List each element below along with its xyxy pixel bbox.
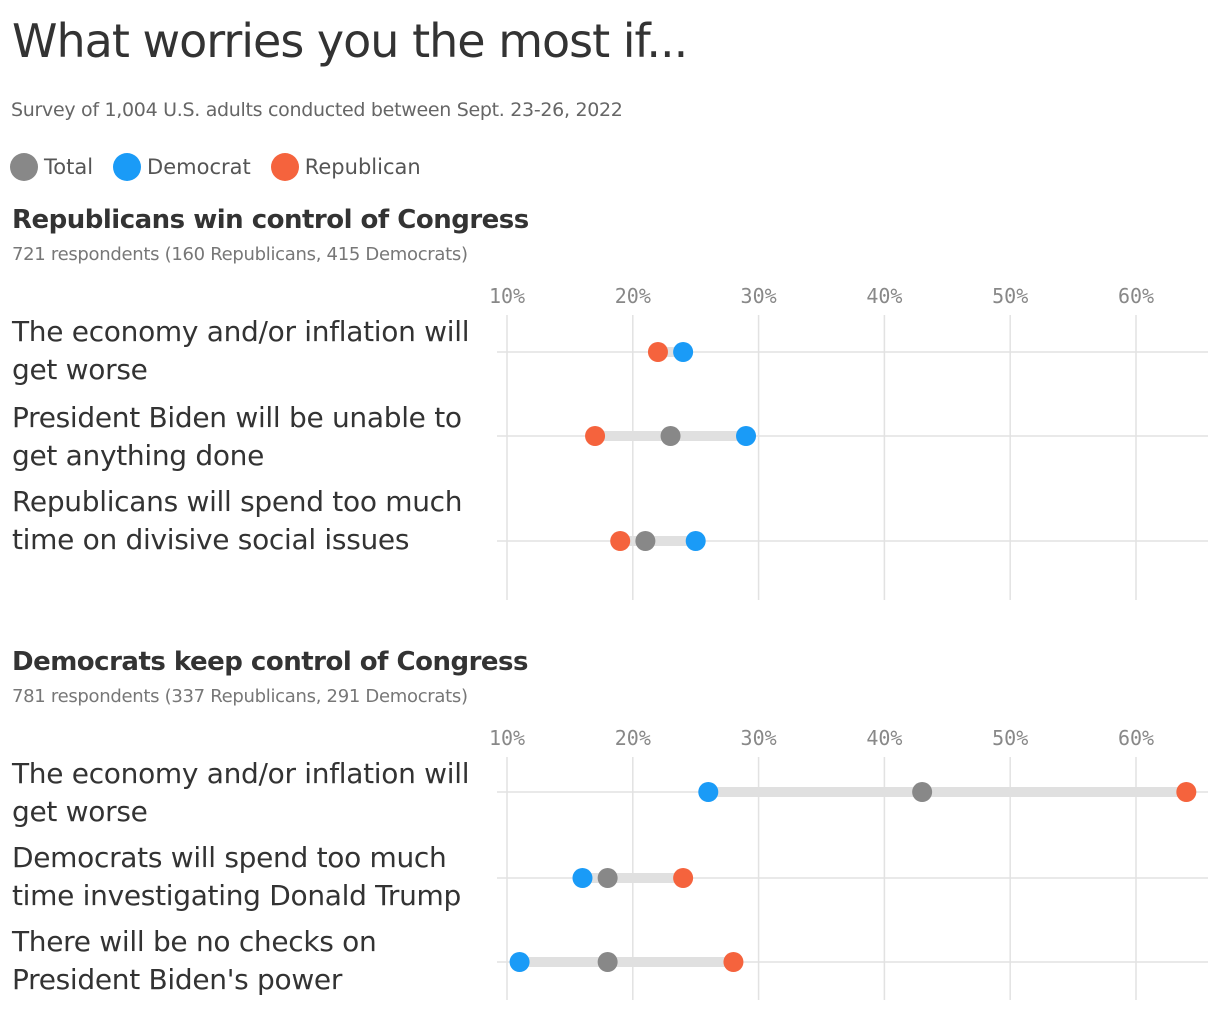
x-tick-label: 50% [992,726,1028,750]
legend-dot-total [10,153,38,181]
data-point-total [635,531,656,551]
x-tick-label: 40% [866,284,902,308]
row-label: Republicans will spend too much time on … [12,485,463,556]
data-point-total [660,426,681,446]
row-label: Democrats will spend too much time inves… [12,841,461,912]
legend-label-total: Total [44,155,94,179]
data-point-total [597,868,618,888]
chart-subtitle: Survey of 1,004 U.S. adults conducted be… [11,99,623,121]
x-tick-label: 10% [489,284,525,308]
row-label: The economy and/or inflation will get wo… [12,315,470,386]
panel-subtitle: 781 respondents (337 Republicans, 291 De… [12,686,468,707]
data-point-democrat [736,426,757,446]
data-point-democrat [572,868,593,888]
panel-subtitle: 721 respondents (160 Republicans, 415 De… [12,244,468,265]
data-point-republican [585,426,606,446]
data-point-democrat [685,531,706,551]
row-label: There will be no checks on President Bid… [12,925,377,996]
legend-label-democrat: Democrat [147,155,251,179]
data-point-republican [610,531,631,551]
data-point-total [597,952,618,972]
row-label: The economy and/or inflation will get wo… [12,757,470,828]
legend-item-total: Total [10,153,93,181]
chart-title: What worries you the most if... [12,14,688,68]
data-point-republican [647,342,668,362]
data-point-democrat [673,342,694,362]
legend-item-republican: Republican [270,153,421,181]
x-tick-label: 60% [1118,726,1154,750]
legend-item-democrat: Democrat [113,153,251,181]
data-point-democrat [698,782,719,802]
data-point-republican [673,868,694,888]
legend-label-republican: Republican [304,155,421,179]
x-tick-label: 40% [866,726,902,750]
row-label: President Biden will be unable to get an… [12,401,462,472]
panel-title: Democrats keep control of Congress [12,647,529,677]
x-tick-label: 50% [992,284,1028,308]
data-point-total [912,782,933,802]
data-point-republican [723,952,744,972]
data-point-democrat [509,952,530,972]
legend-dot-democrat [113,153,142,181]
x-tick-label: 30% [741,284,777,308]
x-tick-label: 30% [741,726,777,750]
legend-dot-republican [270,153,299,181]
data-point-republican [1176,782,1197,802]
x-tick-label: 10% [489,726,525,750]
panel-title: Republicans win control of Congress [12,205,529,235]
legend: Total Democrat Republican [10,153,441,181]
x-tick-label: 20% [615,284,651,308]
x-tick-label: 60% [1118,284,1154,308]
x-tick-label: 20% [615,726,651,750]
